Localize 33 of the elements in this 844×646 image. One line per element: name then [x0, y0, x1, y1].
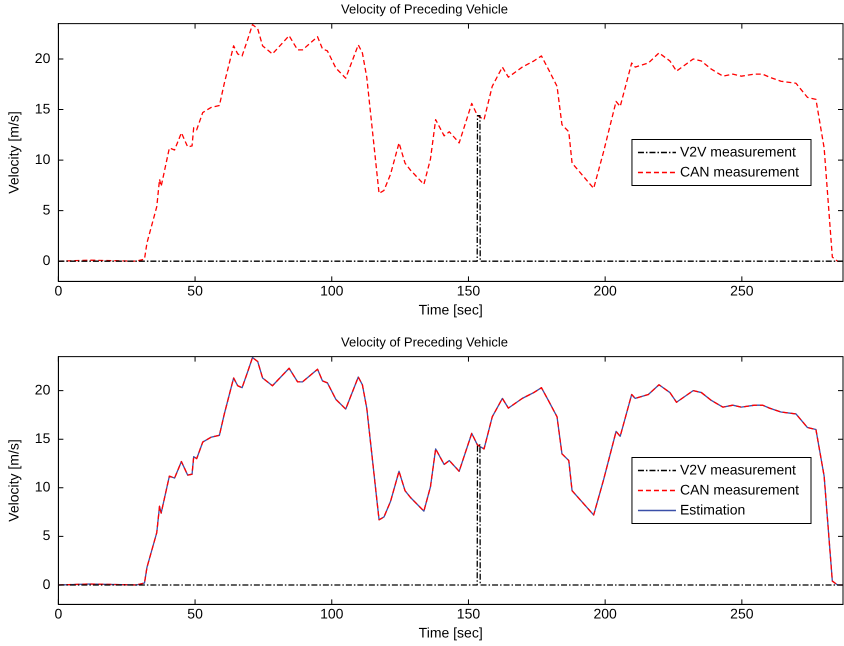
legend-label: V2V measurement — [680, 143, 796, 160]
x-axis-title: Time [sec] — [418, 624, 483, 640]
y-tick-label: 5 — [42, 201, 51, 218]
y-tick-label: 15 — [34, 430, 51, 446]
y-tick-label: 10 — [34, 150, 51, 167]
y-tick-label: 10 — [34, 478, 51, 495]
y-tick-label: 5 — [42, 527, 51, 544]
legend-label: CAN measurement — [680, 163, 800, 180]
y-tick-label: 0 — [42, 252, 51, 268]
x-tick-label: 150 — [456, 606, 480, 622]
x-tick-label: 0 — [54, 606, 62, 622]
legend-label: V2V measurement — [680, 461, 796, 478]
legend-label: Estimation — [680, 501, 746, 518]
legend-label: CAN measurement — [680, 481, 800, 498]
chart-title: Velocity of Preceding Vehicle — [341, 334, 508, 350]
x-tick-label: 150 — [456, 282, 480, 299]
y-tick-label: 0 — [42, 576, 51, 592]
y-tick-label: 20 — [34, 50, 51, 66]
x-tick-label: 50 — [187, 282, 204, 299]
y-axis-title: Velocity [m/s] — [5, 439, 22, 522]
x-tick-label: 0 — [54, 282, 62, 299]
x-tick-label: 200 — [593, 282, 618, 299]
x-tick-label: 50 — [187, 606, 204, 622]
x-tick-label: 250 — [730, 282, 754, 299]
chart-title: Velocity of Preceding Vehicle — [341, 1, 508, 16]
x-tick-label: 100 — [320, 282, 344, 299]
y-axis-title: Velocity [m/s] — [5, 111, 22, 194]
y-tick-label: 20 — [34, 381, 51, 398]
y-tick-label: 15 — [34, 100, 51, 116]
x-tick-label: 100 — [320, 606, 344, 622]
x-tick-label: 250 — [730, 606, 754, 622]
x-tick-label: 200 — [593, 606, 618, 622]
x-axis-title: Time [sec] — [418, 301, 483, 318]
